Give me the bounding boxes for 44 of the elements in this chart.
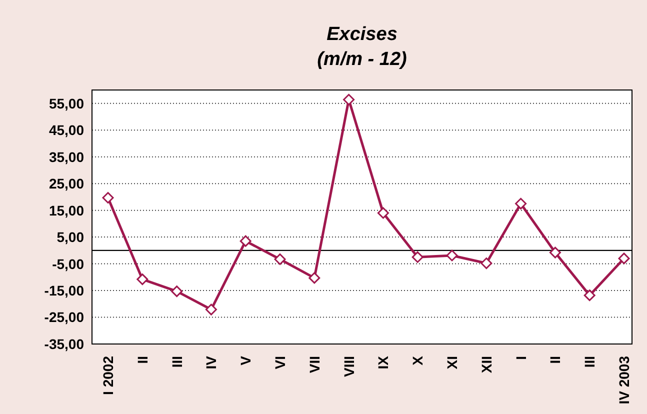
x-tick-label: XII xyxy=(478,356,494,374)
point xyxy=(274,253,286,265)
point xyxy=(584,290,596,302)
y-tick-label: 25,00 xyxy=(48,176,84,192)
y-tick-label: 55,00 xyxy=(48,95,84,112)
x-tick-label: V xyxy=(238,355,254,366)
x-tick-label: IV 2003 xyxy=(616,356,632,404)
point xyxy=(515,198,527,210)
y-tick-label: 5,00 xyxy=(56,229,84,246)
x-tick-label: III xyxy=(168,356,185,368)
point xyxy=(171,286,183,298)
x-tick-label: VIII xyxy=(340,356,357,378)
point xyxy=(343,94,355,106)
x-tick-label: II xyxy=(134,356,150,364)
point xyxy=(446,250,458,262)
point xyxy=(618,252,630,264)
point xyxy=(205,304,217,316)
y-tick-label: 45,00 xyxy=(48,122,84,138)
point xyxy=(308,272,320,284)
x-tick-label: I 2002 xyxy=(100,356,116,395)
point xyxy=(240,235,252,247)
chart-subtitle: (m/m - 12) xyxy=(316,48,408,72)
point xyxy=(412,251,424,263)
y-tick-label: -5,00 xyxy=(52,256,84,272)
x-tick-label: VII xyxy=(306,356,322,374)
y-tick-label: -25,00 xyxy=(44,309,84,326)
x-tick-label: IX xyxy=(375,355,392,370)
x-tick-label: II xyxy=(547,356,564,364)
x-tick-label: X xyxy=(410,355,426,366)
point xyxy=(377,207,389,219)
x-tick-label: XI xyxy=(444,356,460,370)
point xyxy=(549,246,561,258)
point xyxy=(480,258,492,270)
y-tick-label: -15,00 xyxy=(44,282,84,298)
y-tick-label: -35,00 xyxy=(44,336,84,352)
y-tick-label: 15,00 xyxy=(48,202,84,218)
y-tick-label: 35,00 xyxy=(48,148,84,165)
chart-title: Excises xyxy=(326,23,398,47)
x-tick-label: IV xyxy=(203,355,220,370)
x-tick-label: VI xyxy=(272,356,288,370)
x-tick-label: I xyxy=(512,356,529,360)
point xyxy=(102,192,114,204)
point xyxy=(136,274,148,286)
x-tick-label: III xyxy=(582,356,598,368)
